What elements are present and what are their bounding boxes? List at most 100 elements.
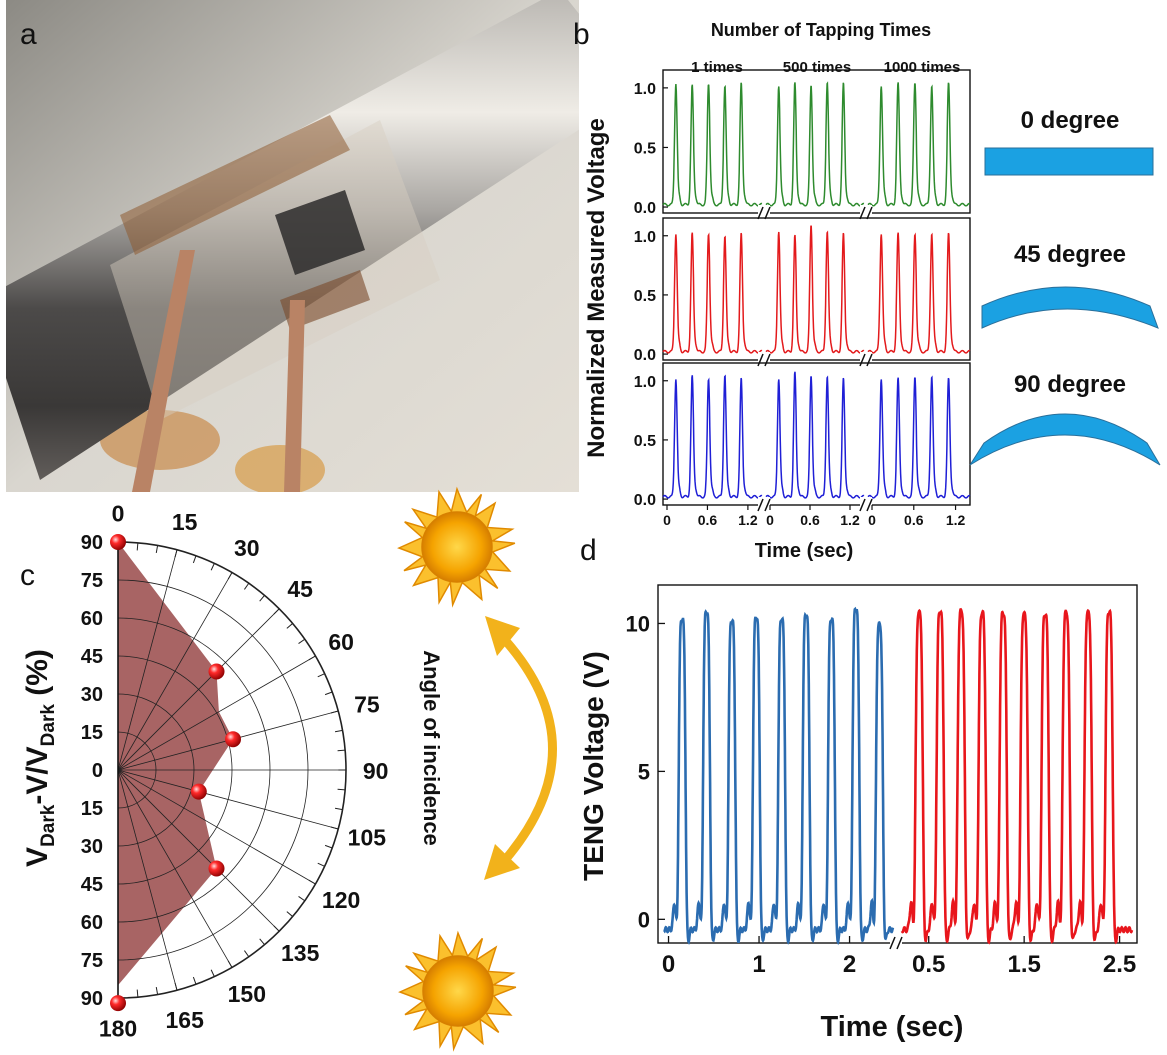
chart-d-xtick-label: 2 xyxy=(843,951,856,978)
chart-b-title: Number of Tapping Times xyxy=(711,20,931,40)
chart-c-angle-minor-tick xyxy=(273,608,280,615)
chart-b-axis-break xyxy=(757,206,764,220)
chart-b-xtick-label: 1.2 xyxy=(840,512,860,528)
panel-label-d: d xyxy=(580,534,597,567)
chart-b-xtick-label: 0.6 xyxy=(904,512,924,528)
chart-b-segment-label-2: 500 times xyxy=(783,59,851,76)
chart-c-angle-tick-label: 45 xyxy=(287,576,313,602)
chart-c-angle-tick-label: 120 xyxy=(322,887,360,913)
chart-b-xtick-label: 0.6 xyxy=(698,512,718,528)
chart-b-xtick-label: 1.2 xyxy=(738,512,758,528)
chart-c-angle-minor-tick xyxy=(298,638,306,644)
sun-icon-top xyxy=(397,486,516,608)
sun-icon-bottom xyxy=(398,930,517,1052)
chart-b-axis-break xyxy=(859,498,866,512)
panel-label-c: c xyxy=(20,559,35,592)
chart-b-frame xyxy=(662,217,971,361)
chart-b-axis-break xyxy=(859,353,866,367)
chart-c-radial-tick-label: 60 xyxy=(81,608,103,630)
chart-c-angle-minor-tick xyxy=(308,655,316,661)
chart-b-ytick-label: 0.5 xyxy=(634,433,656,450)
chart-c-grid-spoke xyxy=(117,549,178,771)
chart-c-angle-minor-tick xyxy=(330,826,339,830)
chart-d-axis-break xyxy=(889,936,896,950)
chart-c-angle-minor-tick xyxy=(174,982,178,991)
chart-c-radial-tick-label: 45 xyxy=(81,874,103,896)
chart-c-angle-minor-tick xyxy=(324,691,333,696)
chart-c-radial-tick-label: 30 xyxy=(81,684,103,706)
chart-c-angle-minor-tick xyxy=(136,989,139,998)
chart-c-point xyxy=(110,534,126,550)
chart-c-angle-minor-tick xyxy=(192,555,197,564)
chart-b-axis-break xyxy=(859,206,866,220)
chart-d-xlabel: Time (sec) xyxy=(821,1011,964,1043)
chart-b-series-45-degree xyxy=(867,232,971,354)
chart-c-point xyxy=(225,731,241,748)
chart-b-ytick-label: 0.0 xyxy=(634,200,656,217)
chart-c-radial-tick-label: 75 xyxy=(81,950,103,972)
chart-c-angle-tick-label: 150 xyxy=(228,981,266,1007)
chart-b-ytick-label: 0.0 xyxy=(634,492,656,509)
chart-b-segment-label-1: 1 times xyxy=(691,59,743,76)
chart-c-grid-spoke xyxy=(117,769,178,991)
chart-c-angle-minor-tick xyxy=(317,673,325,678)
chart-b-xtick-label: 0.6 xyxy=(800,512,820,528)
chart-c-point xyxy=(110,995,126,1012)
chart-c-grid-spoke xyxy=(117,769,233,968)
chart-b-frame xyxy=(662,69,971,214)
chart-c-area xyxy=(118,542,233,986)
shape-label-0-degree: 0 degree xyxy=(1021,107,1120,134)
chart-c-angle-minor-tick xyxy=(155,545,159,554)
chart-b-series-0-degree xyxy=(662,82,763,207)
chart-c-grid-spoke xyxy=(117,769,280,932)
chart-c-angle-minor-tick xyxy=(286,911,293,917)
chart-b-axis-break xyxy=(757,353,764,367)
chart-c-grid-spoke xyxy=(117,769,339,830)
chart-b-series-45-degree xyxy=(765,225,865,354)
chart-d-xtick-label: 0 xyxy=(662,951,675,978)
chart-d-xtick-label: 0.5 xyxy=(912,951,945,978)
chart-c-angle-minor-tick xyxy=(244,582,250,590)
chart-c-ylabel-v: V xyxy=(21,847,54,867)
chart-b-segment-label-3: 1000 times xyxy=(884,59,961,76)
chart-b-axis-break xyxy=(757,498,764,512)
chart-c-grid-spoke xyxy=(117,572,233,771)
chart-d-series-2 xyxy=(900,607,1134,945)
chart-d-ytick-label: 5 xyxy=(638,759,650,784)
bent-90-sample-icon xyxy=(969,413,1161,466)
photo-panel-a xyxy=(6,0,579,492)
chart-d-axis-break xyxy=(896,936,903,950)
chart-b-series-0-degree xyxy=(765,81,865,207)
chart-c-radial-tick-label: 30 xyxy=(81,836,103,858)
chart-b-frame xyxy=(662,362,971,506)
chart-c-angle-minor-tick xyxy=(174,549,178,558)
chart-c-angle-minor-tick xyxy=(227,960,233,968)
flat-sample-icon xyxy=(984,147,1154,176)
chart-c-grid-spoke xyxy=(117,655,316,771)
chart-b-axis-break xyxy=(764,498,771,512)
chart-c-angle-tick-label: 75 xyxy=(354,691,380,717)
chart-b-axis-break xyxy=(764,353,771,367)
chart-c-radial-tick-label: 15 xyxy=(81,798,103,820)
chart-b-xtick-label: 1.2 xyxy=(946,512,966,528)
chart-d-xtick-label: 1.5 xyxy=(1007,951,1040,978)
chart-c-radial-tick-label: 45 xyxy=(81,646,103,668)
chart-c-ylabel-sub1: Dark xyxy=(38,804,59,847)
chart-d-ytick-label: 10 xyxy=(626,611,650,636)
chart-b-series-0-degree xyxy=(867,82,971,207)
chart-c-radial-tick-label: 75 xyxy=(81,570,103,592)
chart-d-xtick-label: 1 xyxy=(752,951,765,978)
chart-d-xtick-label: 2.5 xyxy=(1103,951,1136,978)
chart-b-series-90-degree xyxy=(662,374,763,499)
chart-b-axis-break xyxy=(866,498,873,512)
chart-c-grid-spoke xyxy=(117,608,280,771)
chart-b-axis-break xyxy=(866,353,873,367)
sun-disc xyxy=(421,511,493,583)
chart-b-ytick-label: 0.0 xyxy=(634,347,656,364)
chart-c-angle-minor-tick xyxy=(273,925,280,932)
chart-d-plot: 0 5 10 0 1 2 0.5 1.5 2.5 xyxy=(626,584,1138,978)
chart-c-angle-minor-tick xyxy=(227,572,233,580)
chart-c-radial-tick-label: 15 xyxy=(81,722,103,744)
chart-c-ylabel-mid: -V/V xyxy=(21,746,54,804)
